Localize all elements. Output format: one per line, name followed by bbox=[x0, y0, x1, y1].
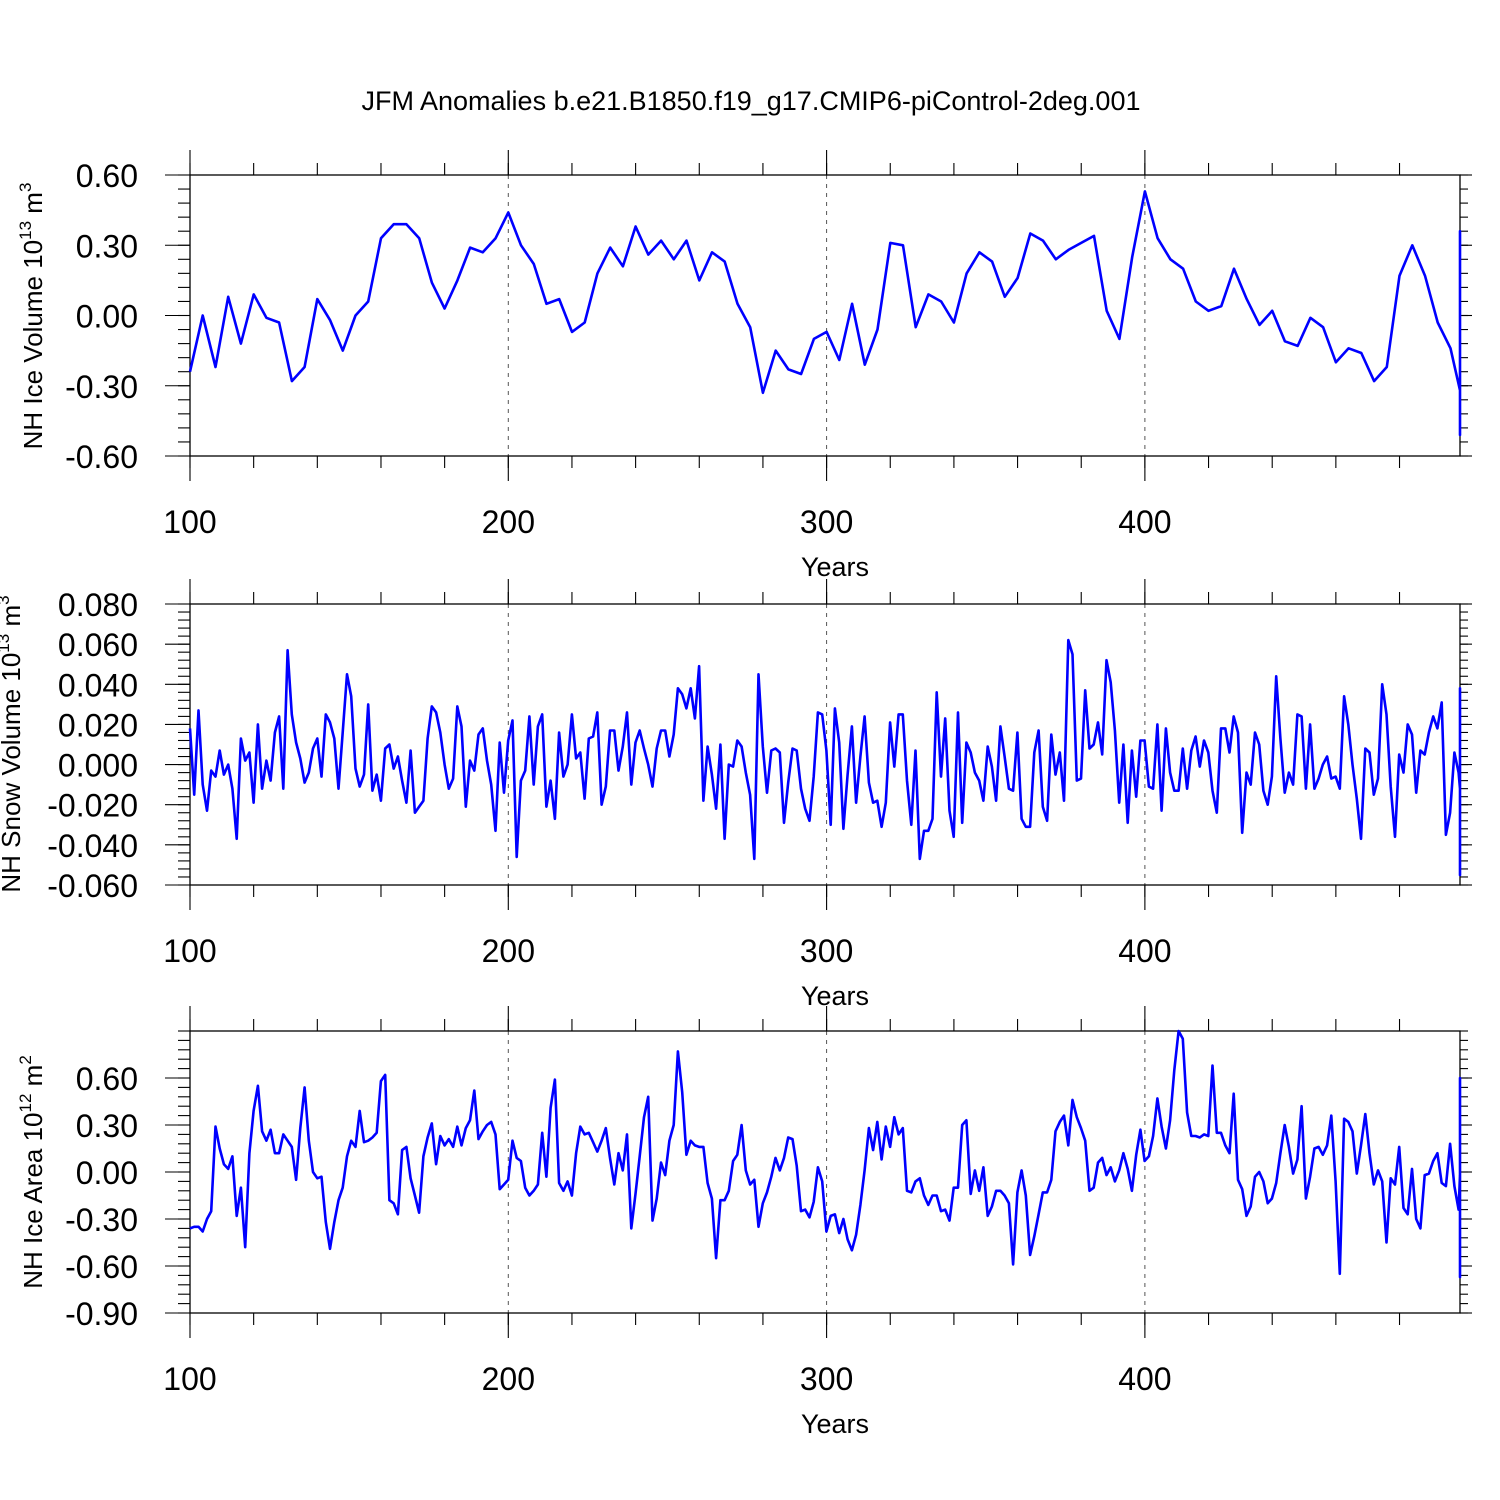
ice-area-ylabel-ylabel-sup: 12 bbox=[16, 1094, 35, 1113]
ice-volume-xtick-label: 300 bbox=[800, 504, 853, 540]
snow-volume-ytick-label: -0.020 bbox=[47, 788, 138, 824]
ice-area-plot-frame bbox=[189, 1030, 1461, 1314]
ice-area-ylabel-ylabel-unit: m bbox=[18, 1065, 48, 1094]
snow-volume-ytick-label: 0.060 bbox=[58, 627, 138, 663]
ice-area-ytick-label: 0.00 bbox=[76, 1155, 138, 1191]
ice-volume-ylabel-ylabel: NH Ice Volume 10 bbox=[18, 240, 48, 450]
ice-area-ylabel-ylabel: NH Ice Area 10 bbox=[18, 1112, 48, 1288]
ice-area-xtick-label: 100 bbox=[163, 1361, 216, 1397]
snow-volume-ylabel-ylabel-unit: m bbox=[0, 605, 26, 634]
snow-volume-ytick-label: 0.000 bbox=[58, 748, 138, 784]
ice-area-xtick-label: 300 bbox=[800, 1361, 853, 1397]
ice-volume-series-line bbox=[188, 190, 1462, 437]
ice-volume-ytick-label: 0.60 bbox=[76, 158, 138, 194]
snow-volume-xtick-label: 300 bbox=[800, 933, 853, 969]
snow-volume-xtick-label: 400 bbox=[1118, 933, 1171, 969]
ice-volume-ylabel: NH Ice Volume 1013 m3 bbox=[16, 183, 48, 450]
ice-volume-ylabel-ylabel-sup: 13 bbox=[16, 221, 35, 240]
snow-volume-series-line bbox=[188, 638, 1462, 877]
snow-volume-ytick-label: -0.060 bbox=[47, 868, 138, 904]
snow-volume-ylabel-ylabel-unit-sup: 3 bbox=[0, 595, 13, 604]
snow-volume-xtick-label: 100 bbox=[163, 933, 216, 969]
snow-volume-ytick-label: 0.080 bbox=[58, 587, 138, 623]
ice-area-xtick-label: 400 bbox=[1118, 1361, 1171, 1397]
snow-volume-xlabel: Years bbox=[801, 981, 869, 1011]
ice-area-xtick-label: 200 bbox=[482, 1361, 535, 1397]
ice-volume-ytick-label: -0.60 bbox=[65, 439, 138, 475]
ice-volume-ylabel-ylabel-unit-sup: 3 bbox=[16, 183, 35, 192]
ice-area-ytick-label: 0.30 bbox=[76, 1108, 138, 1144]
snow-volume-ylabel-ylabel: NH Snow Volume 10 bbox=[0, 653, 26, 893]
snow-volume-panel: 100 200 300 400 Years 0.080 0.060 0.040 0.020 0.0… bbox=[0, 579, 1472, 1011]
ice-area-ylabel-ylabel-unit-sup: 2 bbox=[16, 1055, 35, 1064]
snow-volume-ylabel: NH Snow Volume 1013 m3 bbox=[0, 595, 26, 892]
ice-area-ylabel: NH Ice Area 1012 m2 bbox=[16, 1055, 48, 1289]
ice-volume-ytick-label: -0.30 bbox=[65, 369, 138, 405]
ice-area-xlabel: Years bbox=[801, 1409, 869, 1439]
ice-volume-panel: 100 200 300 400 Years 0.60 0.30 0.00 -0.30 -0.60 N… bbox=[16, 150, 1472, 582]
ice-area-ytick-label: -0.90 bbox=[65, 1296, 138, 1332]
ice-volume-ylabel-ylabel-unit: m bbox=[18, 192, 48, 221]
ice-volume-xtick-label: 100 bbox=[163, 504, 216, 540]
ice-area-ytick-label: -0.30 bbox=[65, 1202, 138, 1238]
ice-area-ytick-label: 0.60 bbox=[76, 1061, 138, 1097]
figure-title: JFM Anomalies b.e21.B1850.f19_g17.CMIP6-… bbox=[362, 86, 1141, 116]
snow-volume-ylabel-ylabel-sup: 13 bbox=[0, 634, 13, 653]
ice-volume-xtick-label: 400 bbox=[1118, 504, 1171, 540]
ice-volume-ytick-label: 0.30 bbox=[76, 228, 138, 264]
ice-volume-xtick-label: 200 bbox=[482, 504, 535, 540]
ice-area-series-line bbox=[189, 1029, 1462, 1279]
snow-volume-xtick-label: 200 bbox=[482, 933, 535, 969]
snow-volume-ytick-label: 0.020 bbox=[58, 707, 138, 743]
snow-volume-ytick-label: -0.040 bbox=[47, 828, 138, 864]
snow-volume-ytick-label: 0.040 bbox=[58, 667, 138, 703]
ice-volume-ytick-label: 0.00 bbox=[76, 299, 138, 335]
ice-area-panel: 100 200 300 400 Years 0.60 0.30 0.00 -0.30 -0.60 -… bbox=[16, 1006, 1472, 1439]
ice-volume-xlabel: Years bbox=[801, 552, 869, 582]
ice-area-ytick-label: -0.60 bbox=[65, 1249, 138, 1285]
